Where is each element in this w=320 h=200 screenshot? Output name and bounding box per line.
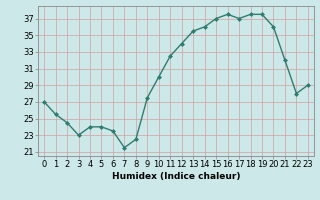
X-axis label: Humidex (Indice chaleur): Humidex (Indice chaleur) bbox=[112, 172, 240, 181]
